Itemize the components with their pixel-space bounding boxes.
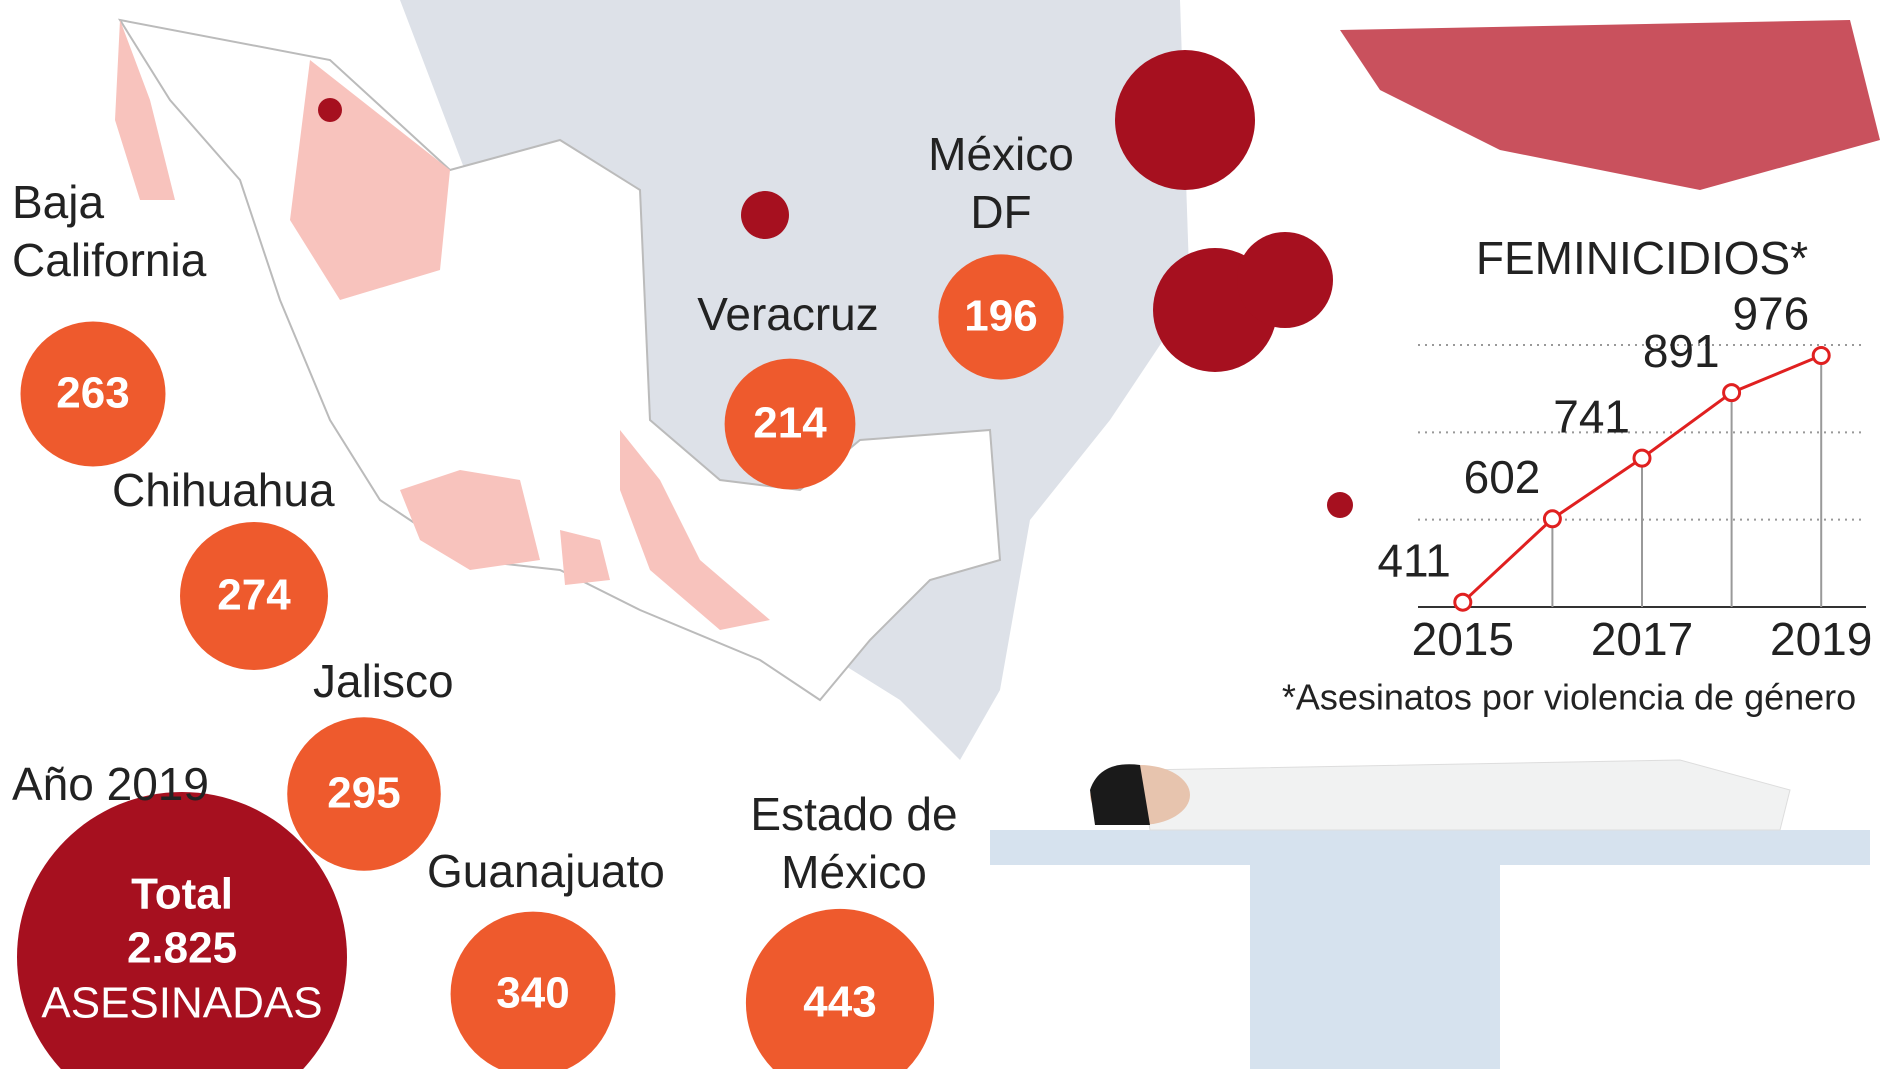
data-label: 411 bbox=[1377, 534, 1450, 586]
total-value: 2.825 bbox=[127, 924, 237, 973]
total-caption: ASESINADAS bbox=[41, 979, 322, 1028]
chart-note: *Asesinatos por violencia de género bbox=[1282, 677, 1856, 718]
state-label: DF bbox=[970, 186, 1031, 238]
state-bubble bbox=[20, 321, 166, 467]
splatter bbox=[1115, 50, 1255, 190]
state-value: 274 bbox=[217, 571, 291, 620]
splatters bbox=[318, 20, 1880, 518]
state-label: México bbox=[928, 128, 1074, 180]
state-label: California bbox=[12, 234, 207, 286]
x-tick-label: 2015 bbox=[1412, 613, 1514, 665]
state-label: Chihuahua bbox=[112, 464, 335, 516]
data-label: 602 bbox=[1464, 451, 1541, 503]
point bbox=[1811, 345, 1831, 365]
state-area bbox=[620, 430, 770, 630]
state-label: Baja bbox=[12, 176, 104, 228]
point bbox=[1722, 383, 1742, 403]
table-leg bbox=[1250, 865, 1500, 1069]
chart-title: FEMINICIDIOS* bbox=[1476, 232, 1808, 284]
state-area bbox=[115, 20, 175, 200]
hair bbox=[1090, 764, 1150, 825]
splatter bbox=[318, 98, 342, 122]
state-label: Jalisco bbox=[313, 655, 454, 707]
x-tick-label: 2017 bbox=[1591, 613, 1693, 665]
total-badge bbox=[17, 792, 347, 1069]
state-area bbox=[400, 470, 540, 570]
illustration bbox=[990, 759, 1870, 1069]
state-bubble bbox=[180, 522, 328, 670]
state-bubble bbox=[287, 717, 441, 871]
state-label: Guanajuato bbox=[427, 845, 665, 897]
year-label: Año 2019 bbox=[12, 758, 209, 810]
point bbox=[1542, 509, 1562, 529]
state-value: 443 bbox=[803, 978, 876, 1027]
state-value: 340 bbox=[496, 969, 569, 1018]
point bbox=[1632, 448, 1652, 468]
data-label: 976 bbox=[1732, 288, 1809, 340]
data-label: 891 bbox=[1643, 325, 1720, 377]
state-bubble bbox=[745, 908, 935, 1069]
splatter bbox=[1237, 232, 1333, 328]
state-bubble bbox=[938, 254, 1064, 380]
splatter bbox=[1340, 20, 1880, 190]
state-bubble bbox=[450, 911, 616, 1069]
state-area bbox=[560, 530, 610, 585]
point bbox=[1453, 592, 1473, 612]
state-value: 214 bbox=[753, 399, 827, 448]
data-label: 741 bbox=[1553, 390, 1630, 442]
splatter bbox=[1327, 492, 1353, 518]
state-label: Veracruz bbox=[697, 288, 879, 340]
state-bubble bbox=[724, 358, 856, 490]
splatter bbox=[741, 191, 789, 239]
state-value: 196 bbox=[964, 292, 1037, 341]
total-title: Total bbox=[131, 870, 233, 919]
state-value: 295 bbox=[327, 769, 400, 818]
table-top bbox=[990, 830, 1870, 865]
state-value: 263 bbox=[56, 369, 129, 418]
sheet bbox=[1139, 759, 1791, 831]
x-tick-label: 2019 bbox=[1770, 613, 1872, 665]
state-label: México bbox=[781, 846, 927, 898]
state-label: Estado de bbox=[750, 788, 957, 840]
